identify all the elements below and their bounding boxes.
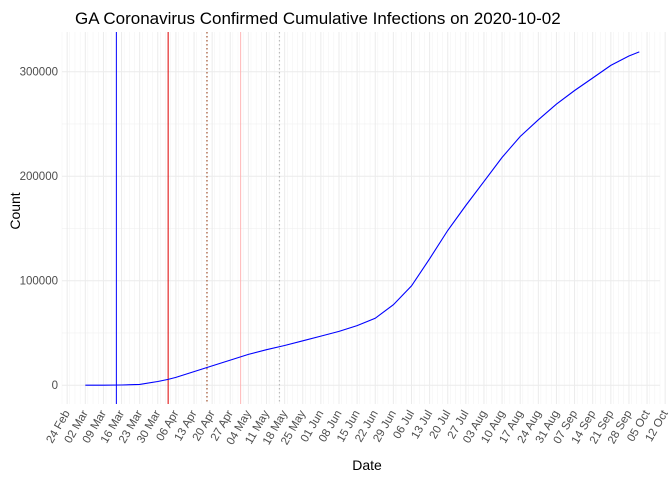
y-tick-label: 0 (52, 380, 58, 392)
grid-major (62, 32, 666, 404)
y-axis-label: Count (7, 192, 23, 229)
grid-minor (61, 32, 661, 404)
x-axis-label: Date (352, 457, 382, 473)
chart-title: GA Coronavirus Confirmed Cumulative Infe… (75, 9, 561, 28)
y-tick-label: 200000 (20, 171, 58, 183)
series-line (85, 51, 640, 386)
y-axis-ticks: 0 100000 200000 300000 (20, 67, 58, 392)
y-tick-label: 300000 (20, 67, 58, 79)
reference-lines (115, 32, 281, 404)
y-tick-label: 100000 (20, 276, 58, 288)
